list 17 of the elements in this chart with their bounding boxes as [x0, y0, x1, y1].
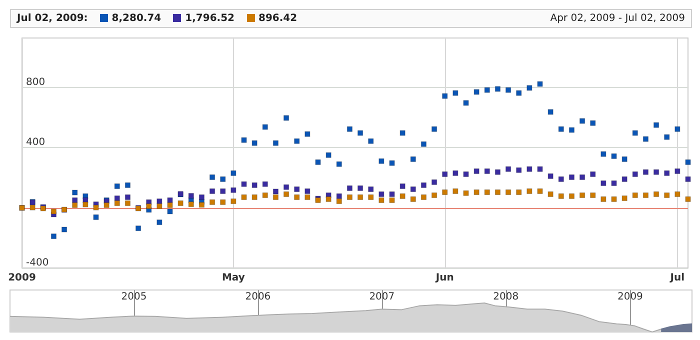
text: 896.42 [258, 13, 298, 24]
x-tick-label: 2009 [617, 292, 643, 302]
y-tick-label: -400 [26, 258, 49, 268]
text: Apr 02, 2009 - Jul 02, 2009 [550, 12, 685, 26]
x-tick-label: May [222, 272, 246, 284]
text: 8,280.74 [112, 13, 162, 24]
y-tick-label: 400 [26, 137, 46, 148]
x-tick-label: 2007 [369, 292, 395, 302]
x-tick-label: 2005 [121, 292, 147, 302]
x-tick-label: Jun [434, 272, 454, 284]
text: Jul 02, 2009: [17, 13, 88, 24]
x-tick-label: 2009 [8, 272, 36, 284]
text: 1,796.52 [185, 13, 234, 24]
y-tick-label: 800 [26, 77, 46, 88]
x-tick-label: 2008 [493, 292, 519, 302]
x-tick-label: Jul [669, 272, 685, 284]
x-tick-label: 2006 [245, 292, 271, 302]
